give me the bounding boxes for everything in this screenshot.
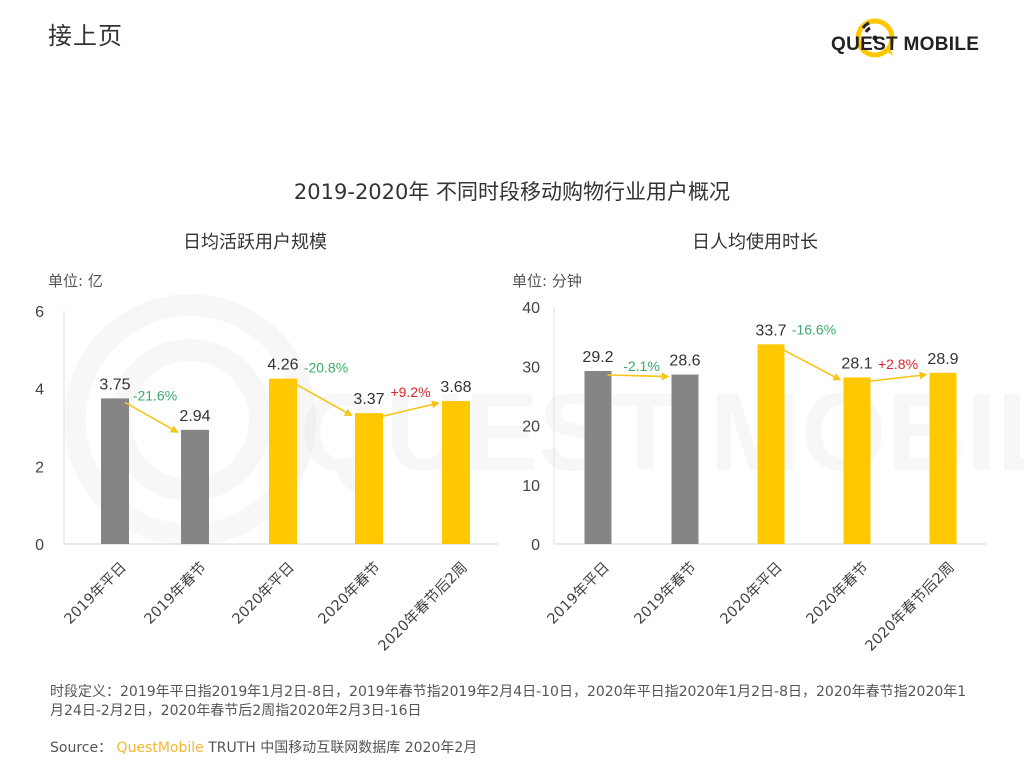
bar-value-label: 28.6 — [669, 353, 700, 370]
x-category-label: 2019年平日 — [61, 559, 130, 628]
y-tick-label: 30 — [522, 359, 540, 376]
chart-title-duration: 日人均使用时长 — [692, 232, 818, 253]
change-percent-label: +9.2% — [390, 384, 430, 400]
bar — [757, 344, 785, 544]
bar-value-label: 28.1 — [841, 356, 872, 373]
bar — [269, 378, 297, 544]
bar-value-label: 28.9 — [927, 351, 958, 368]
change-percent-label: -16.6% — [792, 321, 836, 337]
change-arrow — [780, 347, 842, 381]
y-tick-label: 0 — [531, 537, 540, 554]
bar-value-label: 29.2 — [582, 349, 613, 366]
change-arrow — [124, 401, 179, 433]
source-prefix: Source： — [50, 740, 113, 756]
y-tick-label: 4 — [35, 382, 44, 399]
duration-chart: 0 10 20 30 40 29.2 2019年平日 28.6 2019年春节 33.7 2020年… — [522, 300, 986, 655]
change-arrow — [866, 371, 928, 383]
bar — [442, 401, 470, 544]
main-title: 2019-2020年 不同时段移动购物行业用户概况 — [293, 180, 731, 204]
bar — [843, 377, 871, 544]
x-category-label: 2020年平日 — [229, 559, 298, 628]
x-category-label: 2019年平日 — [544, 559, 613, 628]
change-percent-label: -2.1% — [623, 358, 660, 374]
y-tick-label: 0 — [35, 537, 44, 554]
x-category-label: 2019年春节 — [631, 559, 700, 628]
bar — [181, 429, 209, 544]
change-arrow — [292, 381, 353, 417]
source-rest: TRUTH 中国移动互联网数据库 2020年2月 — [208, 740, 478, 756]
bar-value-label: 2.94 — [179, 408, 210, 425]
x-category-label: 2020年春节后2周 — [862, 559, 958, 655]
change-percent-label: +2.8% — [878, 356, 918, 372]
bar — [355, 413, 383, 544]
y-tick-label: 10 — [522, 478, 540, 495]
x-category-label: 2020年春节后2周 — [375, 559, 471, 655]
source-line: Source： QuestMobile TRUTH 中国移动互联网数据库 202… — [50, 737, 477, 757]
chart-title-dau: 日均活跃用户规模 — [183, 232, 327, 253]
bar-value-label: 33.7 — [755, 322, 786, 339]
bar-value-label: 3.75 — [99, 376, 130, 393]
unit-label-duration: 单位: 分钟 — [512, 272, 582, 290]
change-percent-label: -20.8% — [304, 360, 348, 376]
quest-mobile-logo-icon — [855, 18, 895, 58]
bar-value-label: 3.37 — [353, 391, 384, 408]
bar — [671, 374, 699, 544]
x-category-label: 2019年春节 — [141, 559, 210, 628]
y-tick-label: 6 — [35, 304, 44, 321]
logo-text: QUEST MOBILE — [831, 34, 980, 55]
x-category-label: 2020年平日 — [717, 559, 786, 628]
watermark-text: QUEST MOBILE — [300, 371, 1024, 494]
bar — [929, 372, 957, 544]
bar-value-label: 3.68 — [440, 379, 471, 396]
x-category-label: 2020年春节 — [803, 559, 872, 628]
bar — [584, 370, 612, 544]
change-arrow — [378, 400, 440, 418]
continue-label: 接上页 — [48, 22, 123, 50]
change-arrow — [607, 372, 670, 381]
footnote: 时段定义：2019年平日指2019年1月2日-8日，2019年春节指2019年2… — [50, 684, 967, 719]
bar-value-label: 4.26 — [267, 357, 298, 374]
dau-chart: 0 2 4 6 3.75 2019年平日 2.94 2019年春节 4.26 2020年平日 3.3… — [35, 304, 498, 655]
x-category-label: 2020年春节 — [315, 559, 384, 628]
y-tick-label: 20 — [522, 419, 540, 436]
y-tick-label: 2 — [35, 459, 44, 476]
change-percent-label: -21.6% — [133, 387, 177, 403]
y-tick-label: 40 — [522, 300, 540, 317]
source-brand: QuestMobile — [116, 740, 204, 756]
unit-label-dau: 单位: 亿 — [48, 272, 103, 290]
bar — [101, 398, 129, 544]
